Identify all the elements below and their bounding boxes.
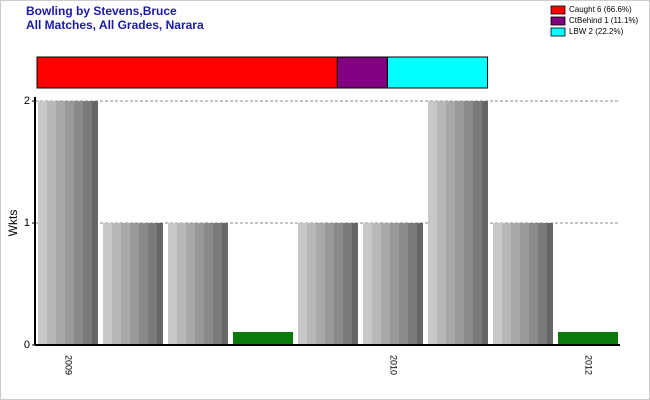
chart-title: Bowling by Stevens,Bruce: [26, 4, 177, 18]
legend-swatch: [550, 5, 566, 15]
x-tick-label: 2010: [389, 355, 399, 375]
y-axis-label: Wkts: [6, 210, 20, 237]
legend-label: Caught 6 (66.6%): [569, 5, 632, 14]
segment: [36, 56, 338, 89]
bar: [38, 101, 98, 345]
bar: [493, 223, 553, 345]
segment: [336, 56, 388, 89]
y-tick-label: 1: [24, 217, 30, 229]
x-tick-label: 2009: [64, 355, 74, 375]
chart-subtitle: All Matches, All Grades, Narara: [26, 18, 204, 32]
bar: [428, 101, 488, 345]
bar: [233, 332, 293, 345]
legend-swatch: [550, 16, 566, 26]
bar: [558, 332, 618, 345]
bar: [168, 223, 228, 345]
y-tick-label: 0: [24, 339, 30, 351]
bar: [103, 223, 163, 345]
bar: [363, 223, 423, 345]
segment: [386, 56, 489, 89]
legend-label: LBW 2 (22.2%): [569, 27, 624, 36]
bar: [298, 223, 358, 345]
legend-swatch: [550, 27, 566, 37]
x-tick-label: 2012: [584, 355, 594, 375]
legend-label: CtBehind 1 (11.1%): [569, 16, 639, 25]
y-tick-label: 2: [24, 95, 30, 107]
